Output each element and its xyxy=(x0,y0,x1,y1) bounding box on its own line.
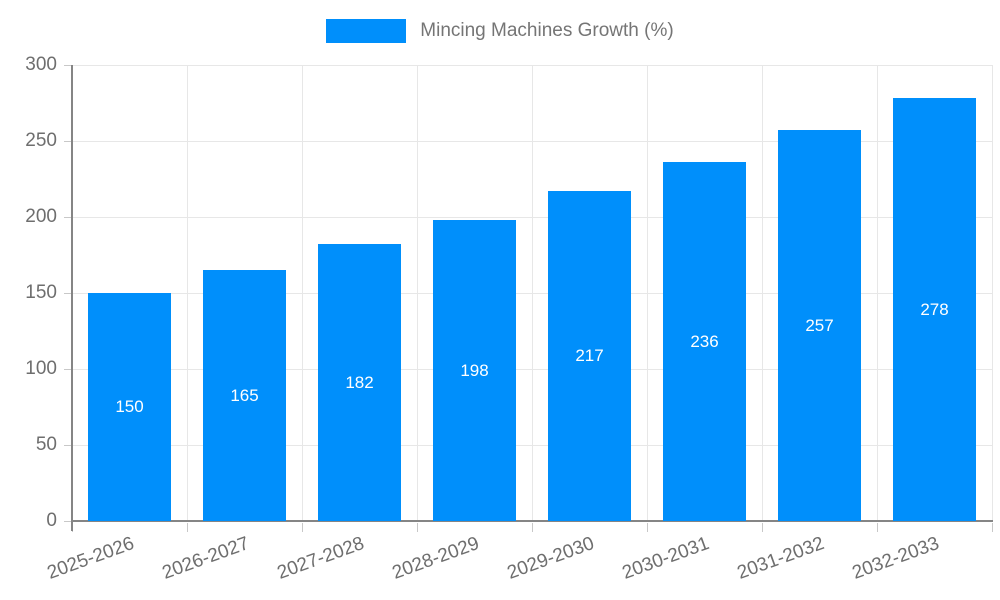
y-axis-tick xyxy=(64,216,72,218)
bar-value-label: 236 xyxy=(690,331,719,351)
bar-value-label: 165 xyxy=(230,385,259,405)
bar-value-label: 150 xyxy=(115,397,144,416)
x-gridline xyxy=(301,65,303,521)
x-gridline xyxy=(646,65,648,521)
bar-value-label: 217 xyxy=(575,346,604,366)
x-axis-tick xyxy=(186,523,188,532)
bar[interactable]: 236 xyxy=(663,162,746,521)
x-axis-tick xyxy=(531,523,533,532)
x-axis-label: 2031-2032 xyxy=(734,533,827,584)
bar-value-label: 198 xyxy=(460,360,489,380)
x-gridline xyxy=(186,65,188,521)
y-axis-label: 100 xyxy=(25,358,57,379)
x-gridline xyxy=(876,65,878,521)
bar-value-label: 182 xyxy=(345,372,374,392)
bar[interactable]: 278 xyxy=(893,98,976,521)
x-axis-tick xyxy=(301,523,303,532)
y-axis-line xyxy=(71,65,73,531)
bar[interactable]: 217 xyxy=(548,191,631,521)
y-axis-tick xyxy=(64,520,72,522)
legend-label: Mincing Machines Growth (%) xyxy=(420,20,674,41)
bar[interactable]: 198 xyxy=(433,220,516,521)
bar-value-label: 278 xyxy=(920,299,949,319)
x-axis-label: 2032-2033 xyxy=(849,533,942,584)
y-axis-label: 300 xyxy=(25,54,57,75)
x-axis-line xyxy=(71,520,993,522)
bar[interactable]: 150 xyxy=(88,293,171,521)
x-axis-label: 2030-2031 xyxy=(619,533,712,584)
bar[interactable]: 182 xyxy=(318,244,401,521)
x-axis-label: 2025-2026 xyxy=(44,533,137,584)
bar[interactable]: 257 xyxy=(778,130,861,521)
legend-item[interactable]: Mincing Machines Growth (%) xyxy=(0,17,1000,45)
legend-marker xyxy=(326,19,407,43)
x-axis-tick xyxy=(991,523,993,532)
x-axis-tick xyxy=(416,523,418,532)
x-axis-tick xyxy=(876,523,878,532)
y-axis-tick xyxy=(64,444,72,446)
y-axis-label: 200 xyxy=(25,206,57,227)
x-gridline xyxy=(531,65,533,521)
x-axis-label: 2028-2029 xyxy=(389,533,482,584)
bar-value-label: 257 xyxy=(805,315,834,335)
y-axis-label: 150 xyxy=(25,282,57,303)
y-axis-tick xyxy=(64,140,72,142)
bar[interactable]: 165 xyxy=(203,270,286,521)
y-axis-tick xyxy=(64,368,72,370)
y-axis-label: 250 xyxy=(25,130,57,151)
x-gridline xyxy=(761,65,763,521)
y-axis-label: 50 xyxy=(35,434,57,455)
x-axis-label: 2027-2028 xyxy=(274,533,367,584)
y-axis-tick xyxy=(64,64,72,66)
x-axis-tick xyxy=(646,523,648,532)
x-gridline xyxy=(416,65,418,521)
x-axis-label: 2026-2027 xyxy=(159,533,252,584)
x-axis-label: 2029-2030 xyxy=(504,533,597,584)
x-gridline xyxy=(991,65,993,521)
y-axis-label: 0 xyxy=(46,510,57,531)
y-axis-tick xyxy=(64,292,72,294)
x-axis-tick xyxy=(761,523,763,532)
